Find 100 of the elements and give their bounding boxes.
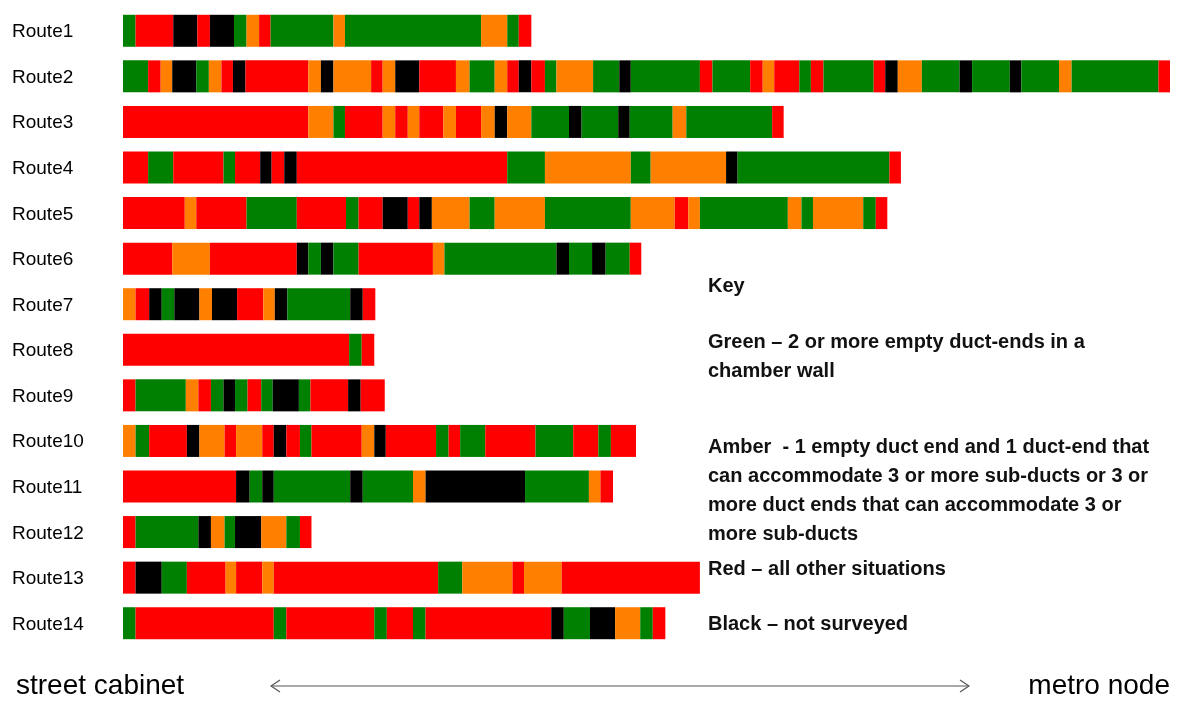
bar xyxy=(419,105,444,138)
bar xyxy=(593,60,620,93)
bar xyxy=(196,60,209,93)
bar xyxy=(245,60,309,93)
bar xyxy=(235,516,262,549)
bar xyxy=(358,242,433,275)
bar xyxy=(1158,60,1170,93)
bar xyxy=(972,60,1010,93)
bar xyxy=(350,470,363,503)
bar xyxy=(787,197,802,230)
y-tick-label: Route4 xyxy=(12,157,74,178)
bar xyxy=(772,105,784,138)
annotation: Amber - 1 empty duct end and 1 duct-end that can accommodate 3 or more sub-ducts or 3 or more duct ends that can accommodate 3 or more sub-ducts xyxy=(708,434,1155,544)
annotation: Red – all other situations xyxy=(708,556,946,579)
bar xyxy=(236,424,263,457)
y-tick-label: Route9 xyxy=(12,384,74,406)
bar xyxy=(135,379,186,412)
bar xyxy=(333,60,372,93)
bar xyxy=(444,242,557,275)
bar xyxy=(799,60,811,93)
bar xyxy=(494,60,508,93)
text: street cabinet xyxy=(16,668,185,700)
bar xyxy=(123,151,149,184)
bar xyxy=(921,60,960,93)
bar xyxy=(897,60,922,93)
bar xyxy=(149,424,187,457)
bar xyxy=(246,14,260,47)
bar xyxy=(344,105,383,138)
bar xyxy=(273,561,439,594)
bar xyxy=(173,151,224,184)
bar xyxy=(535,424,574,457)
y-tick-label: Route1 xyxy=(12,20,74,42)
bar xyxy=(1071,60,1159,93)
bar xyxy=(123,561,136,594)
bar xyxy=(481,14,508,47)
bar xyxy=(885,60,898,93)
bar xyxy=(123,197,185,230)
bar xyxy=(455,60,470,93)
bar xyxy=(1021,60,1060,93)
bar xyxy=(762,60,775,93)
bar xyxy=(774,60,800,93)
bar xyxy=(1059,60,1072,93)
bar xyxy=(273,470,351,503)
bar xyxy=(699,197,788,230)
bar xyxy=(525,470,589,503)
bar xyxy=(650,151,727,184)
y-tick-label: Route11 xyxy=(12,476,83,497)
bar xyxy=(688,197,700,230)
bar xyxy=(261,516,287,549)
bar xyxy=(407,197,420,230)
bar xyxy=(615,607,641,640)
bar xyxy=(186,561,226,594)
bar xyxy=(469,60,495,93)
bar xyxy=(135,424,150,457)
y-tick-label: Route6 xyxy=(12,248,74,270)
bar xyxy=(507,151,545,184)
bar xyxy=(629,105,673,138)
y-tick-label: Route2 xyxy=(12,65,74,87)
text: metro node xyxy=(1028,668,1170,700)
bar xyxy=(873,60,886,93)
bar xyxy=(198,379,211,412)
bar xyxy=(630,60,700,93)
y-tick-label: Route12 xyxy=(12,521,84,543)
bar xyxy=(407,105,420,138)
bar xyxy=(123,333,350,366)
bar xyxy=(610,424,637,457)
bar xyxy=(686,105,773,138)
bar xyxy=(425,607,552,640)
annotation: Green – 2 or more empty duct-ends in a chamber wall xyxy=(708,329,1091,381)
bar xyxy=(148,151,174,184)
bar xyxy=(460,424,486,457)
bar xyxy=(349,333,362,366)
bar xyxy=(123,516,136,549)
bar xyxy=(197,14,210,47)
bar xyxy=(524,561,562,594)
bar xyxy=(875,197,888,230)
bar xyxy=(296,151,508,184)
bar xyxy=(196,197,247,230)
y-tick-label: Route5 xyxy=(12,202,74,224)
bar xyxy=(619,60,631,93)
bar xyxy=(801,197,813,230)
y-tick-label: Route3 xyxy=(12,111,74,133)
bar xyxy=(889,151,901,184)
bar xyxy=(210,379,224,412)
bar xyxy=(823,60,874,93)
bar xyxy=(286,607,375,640)
bar xyxy=(299,516,312,549)
bar xyxy=(494,197,545,230)
bar xyxy=(123,105,309,138)
bar xyxy=(224,516,236,549)
bar xyxy=(262,561,274,594)
bar xyxy=(123,470,237,503)
bar xyxy=(563,607,590,640)
bar xyxy=(260,151,272,184)
bar xyxy=(123,379,136,412)
bar xyxy=(123,242,173,275)
bar xyxy=(1009,60,1022,93)
bar xyxy=(598,424,611,457)
bar xyxy=(556,60,594,93)
bar xyxy=(209,242,297,275)
